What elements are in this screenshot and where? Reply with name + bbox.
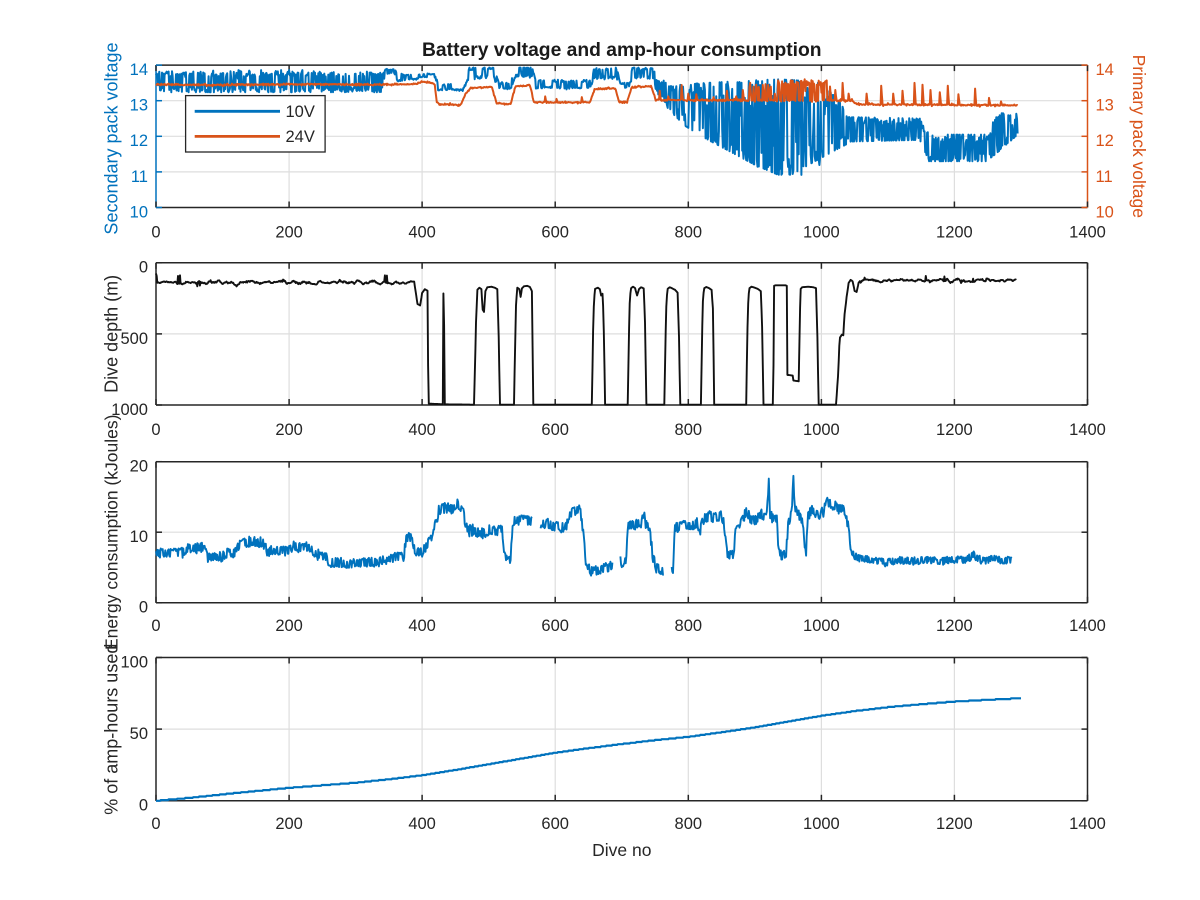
svg-text:13: 13 <box>1096 97 1114 115</box>
svg-text:% of amp-hours used: % of amp-hours used <box>102 644 122 815</box>
svg-text:100: 100 <box>120 653 148 671</box>
svg-text:10: 10 <box>130 203 148 221</box>
svg-text:500: 500 <box>120 330 148 348</box>
svg-text:0: 0 <box>139 797 148 815</box>
svg-text:1000: 1000 <box>803 421 840 439</box>
svg-text:600: 600 <box>541 421 569 439</box>
svg-text:400: 400 <box>408 617 436 635</box>
svg-text:1000: 1000 <box>803 224 840 242</box>
svg-text:1200: 1200 <box>936 815 973 833</box>
svg-text:600: 600 <box>541 224 569 242</box>
svg-text:1000: 1000 <box>803 617 840 635</box>
svg-text:12: 12 <box>130 132 148 150</box>
svg-text:200: 200 <box>275 617 303 635</box>
svg-text:0: 0 <box>151 421 160 439</box>
svg-text:0: 0 <box>151 617 160 635</box>
svg-text:1400: 1400 <box>1069 815 1106 833</box>
svg-text:50: 50 <box>130 725 148 743</box>
svg-text:Dive depth (m): Dive depth (m) <box>102 275 122 393</box>
svg-text:1000: 1000 <box>111 401 148 419</box>
svg-text:200: 200 <box>275 815 303 833</box>
svg-text:0: 0 <box>151 815 160 833</box>
svg-text:Dive no: Dive no <box>592 840 651 860</box>
svg-text:0: 0 <box>139 599 148 617</box>
svg-text:Primary pack voltage: Primary pack voltage <box>1129 55 1149 218</box>
svg-text:13: 13 <box>130 97 148 115</box>
svg-text:800: 800 <box>675 224 703 242</box>
svg-text:10V: 10V <box>286 103 315 121</box>
svg-text:0: 0 <box>139 259 148 277</box>
svg-text:200: 200 <box>275 224 303 242</box>
svg-text:200: 200 <box>275 421 303 439</box>
svg-text:11: 11 <box>131 168 148 186</box>
svg-text:400: 400 <box>408 224 436 242</box>
svg-text:14: 14 <box>1096 61 1114 79</box>
svg-text:12: 12 <box>1096 132 1114 150</box>
svg-text:800: 800 <box>675 617 703 635</box>
svg-text:400: 400 <box>408 421 436 439</box>
svg-text:14: 14 <box>130 61 148 79</box>
svg-text:400: 400 <box>408 815 436 833</box>
svg-text:Energy consumption (kJoules): Energy consumption (kJoules) <box>102 415 122 650</box>
svg-text:20: 20 <box>130 458 148 476</box>
svg-text:Secondary pack voltage: Secondary pack voltage <box>102 42 122 234</box>
svg-text:24V: 24V <box>286 128 315 146</box>
svg-text:10: 10 <box>1096 203 1114 221</box>
svg-text:600: 600 <box>541 617 569 635</box>
svg-text:1400: 1400 <box>1069 224 1106 242</box>
svg-text:600: 600 <box>541 815 569 833</box>
svg-text:800: 800 <box>675 421 703 439</box>
svg-text:1400: 1400 <box>1069 421 1106 439</box>
svg-text:1400: 1400 <box>1069 617 1106 635</box>
svg-text:11: 11 <box>1096 168 1113 186</box>
svg-text:10: 10 <box>130 528 148 546</box>
svg-text:1200: 1200 <box>936 224 973 242</box>
svg-text:1000: 1000 <box>803 815 840 833</box>
svg-text:800: 800 <box>675 815 703 833</box>
svg-text:1200: 1200 <box>936 617 973 635</box>
svg-text:0: 0 <box>151 224 160 242</box>
svg-text:Battery voltage and amp-hour c: Battery voltage and amp-hour consumption <box>422 40 822 61</box>
svg-text:1200: 1200 <box>936 421 973 439</box>
